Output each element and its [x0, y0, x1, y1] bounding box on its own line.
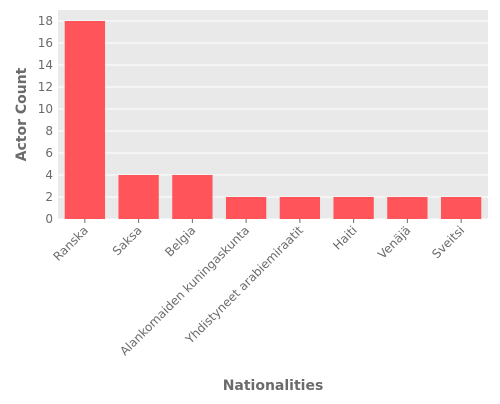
- bar-0: [64, 21, 106, 219]
- y-tick-label: 4: [45, 168, 53, 182]
- y-axis-ticks: 0 2 4 6 8 10 12 14 16 18: [38, 14, 53, 226]
- x-tick-label: Venäjä: [375, 223, 413, 261]
- y-tick-label: 2: [45, 190, 53, 204]
- y-tick-label: 18: [38, 14, 53, 28]
- y-tick-label: 14: [38, 58, 53, 72]
- x-tick-label: Saksa: [110, 223, 145, 258]
- y-tick-label: 16: [38, 36, 53, 50]
- x-tick-label: Haiti: [330, 223, 360, 253]
- bar-4: [279, 197, 321, 219]
- bars: [64, 21, 482, 219]
- bar-1: [118, 175, 159, 219]
- bar-7: [440, 197, 482, 219]
- bar-5: [333, 197, 374, 219]
- y-tick-label: 6: [45, 146, 53, 160]
- y-tick-label: 0: [45, 212, 53, 226]
- bar-6: [387, 197, 428, 219]
- y-tick-label: 12: [38, 80, 53, 94]
- bar-2: [172, 175, 213, 219]
- x-tick-label: Ranska: [50, 223, 91, 264]
- x-tick-label: Belgia: [162, 223, 198, 259]
- y-tick-label: 10: [38, 102, 53, 116]
- y-axis-title: Actor Count: [14, 67, 30, 161]
- x-tick-label: Sveitsi: [429, 223, 467, 261]
- y-tick-label: 8: [45, 124, 53, 138]
- x-axis-title: Nationalities: [223, 378, 324, 394]
- bar-3: [225, 197, 267, 219]
- x-tick-label: Yhdistyneet arabiemiraatit: [182, 223, 306, 347]
